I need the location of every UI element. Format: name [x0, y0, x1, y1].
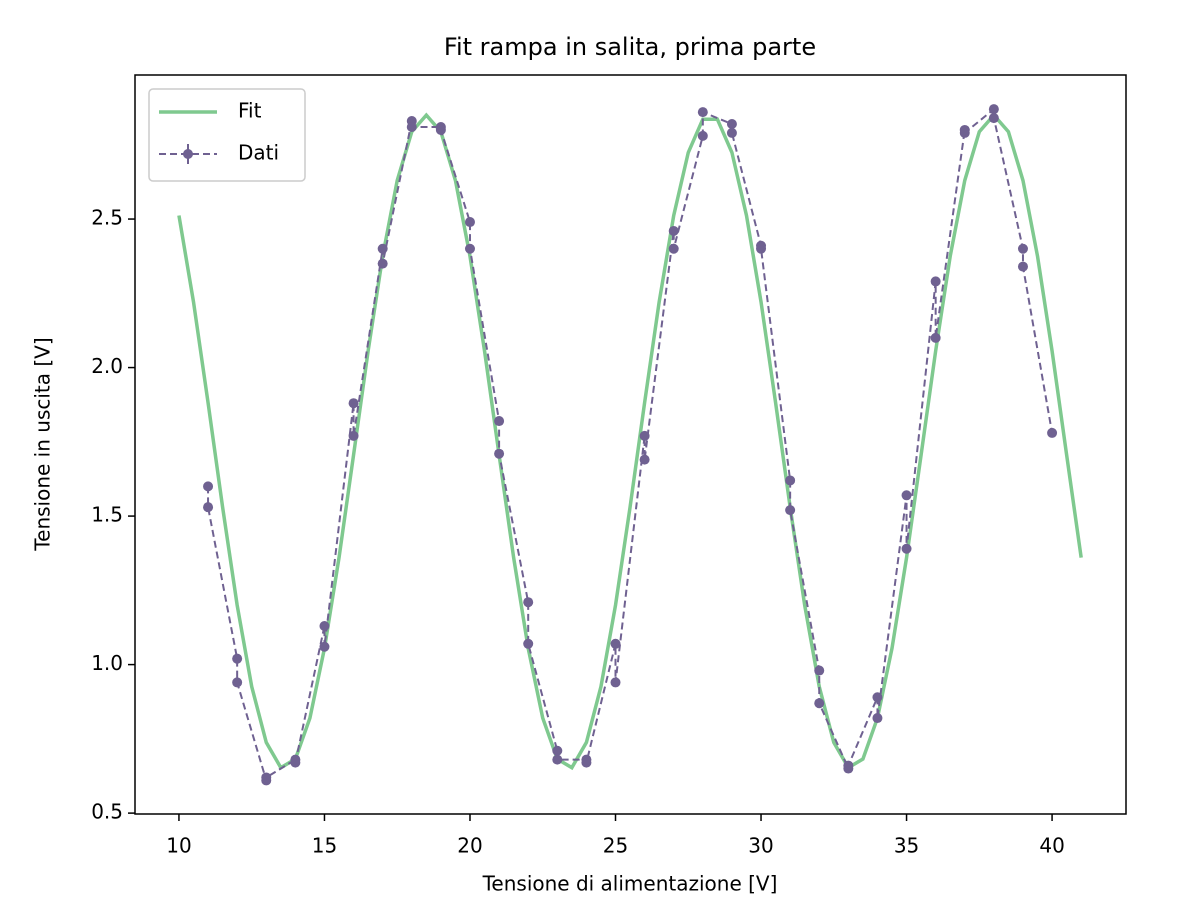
data-point	[464, 243, 475, 254]
x-tick-label: 25	[603, 834, 628, 858]
data-point	[377, 243, 388, 254]
data-point	[668, 225, 679, 236]
data-point	[697, 107, 708, 118]
data-point	[930, 276, 941, 287]
y-tick-label: 1.0	[91, 651, 123, 675]
data-point	[232, 653, 243, 664]
y-tick-label: 2.0	[91, 354, 123, 378]
data-point	[610, 638, 621, 649]
data-point	[901, 543, 912, 554]
x-tick-label: 20	[457, 834, 482, 858]
data-point	[552, 754, 563, 765]
data-point	[290, 757, 301, 768]
data-point	[319, 641, 330, 652]
data-point	[406, 121, 417, 132]
y-axis-label: Tensione in uscita [V]	[31, 337, 55, 551]
data-point	[959, 127, 970, 138]
data-point	[639, 454, 650, 465]
data-point	[668, 243, 679, 254]
plot-frame	[134, 74, 1127, 815]
data-point	[319, 620, 330, 631]
x-tick-label: 10	[166, 834, 191, 858]
y-tick-label: 2.5	[91, 206, 123, 230]
chart-title: Fit rampa in salita, prima parte	[444, 33, 816, 61]
data-point	[232, 677, 243, 688]
data-point	[756, 243, 767, 254]
data-point	[785, 475, 796, 486]
data-point	[348, 398, 359, 409]
data-point	[523, 597, 534, 608]
data-point	[814, 698, 825, 709]
data-point	[726, 119, 737, 130]
data-point	[697, 130, 708, 141]
data-point	[610, 677, 621, 688]
legend-marker	[183, 149, 193, 159]
data-point	[1017, 243, 1028, 254]
data-point	[464, 217, 475, 228]
data-point	[785, 505, 796, 516]
data-point	[552, 745, 563, 756]
data-point	[726, 127, 737, 138]
x-axis-label: Tensione di alimentazione [V]	[482, 872, 778, 896]
data-point	[872, 692, 883, 703]
data-point	[988, 113, 999, 124]
data-point	[1047, 427, 1058, 438]
data-point	[581, 757, 592, 768]
data-point	[523, 638, 534, 649]
data-point	[377, 258, 388, 269]
y-tick-label: 0.5	[91, 800, 123, 824]
data-point	[814, 665, 825, 676]
y-tick-label: 1.5	[91, 503, 123, 527]
data-point	[988, 104, 999, 115]
data-point	[203, 481, 214, 492]
series-line	[177, 112, 1083, 771]
data-point	[261, 772, 272, 783]
data-point	[348, 430, 359, 441]
data-point	[930, 332, 941, 343]
data-point	[435, 124, 446, 135]
legend-label: Fit	[238, 99, 262, 123]
x-tick-label: 35	[894, 834, 919, 858]
data-point	[639, 430, 650, 441]
x-tick-label: 15	[312, 834, 337, 858]
data-point	[494, 448, 505, 459]
x-tick-label: 40	[1039, 834, 1064, 858]
data-point	[494, 416, 505, 427]
data-point	[901, 490, 912, 501]
data-point	[1017, 261, 1028, 272]
data-point	[843, 760, 854, 771]
legend-box	[148, 88, 306, 182]
x-tick-label: 30	[748, 834, 773, 858]
data-point	[203, 502, 214, 513]
data-point	[872, 713, 883, 724]
legend-label: Dati	[238, 141, 279, 165]
